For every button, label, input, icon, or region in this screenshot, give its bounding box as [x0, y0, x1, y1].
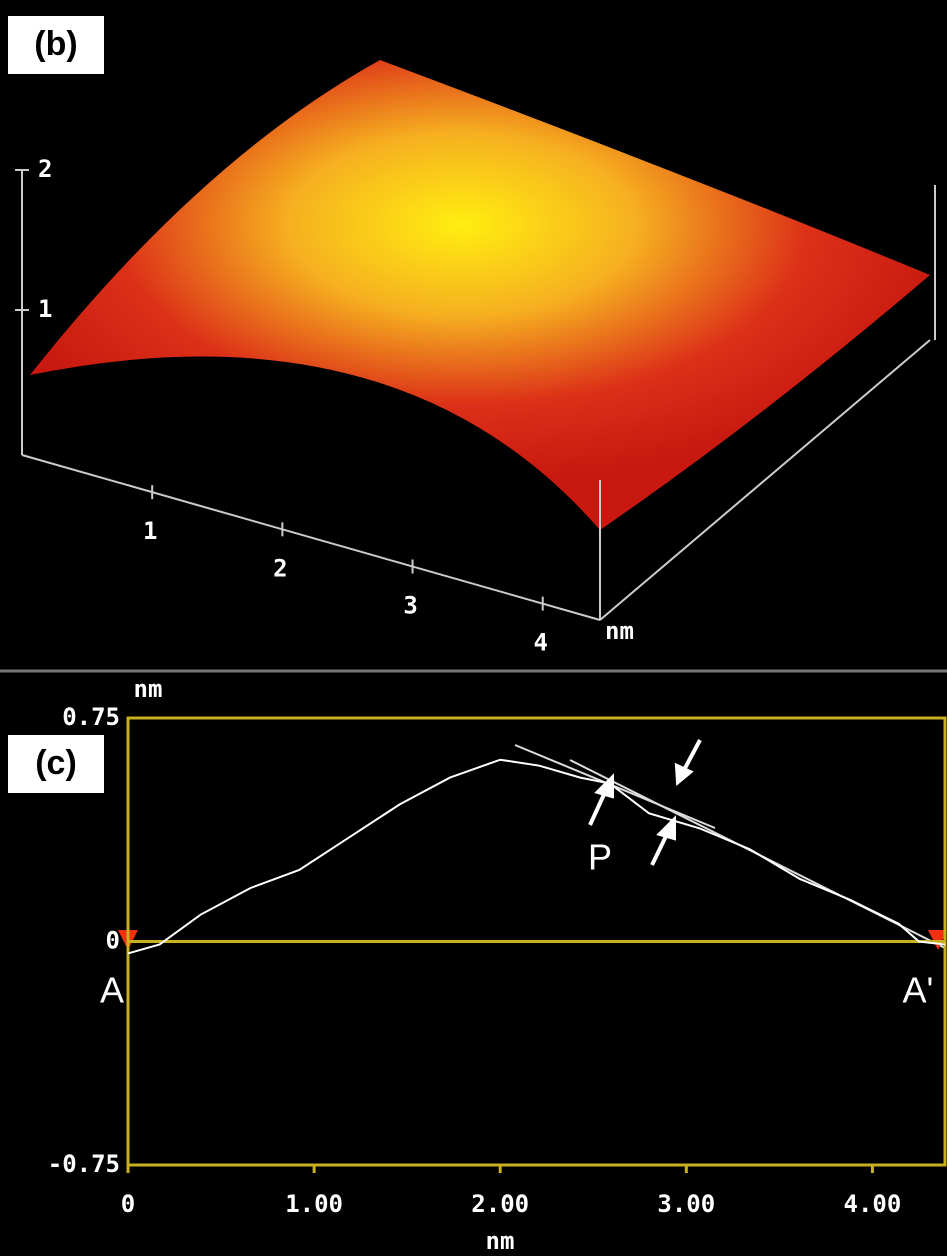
- x-tick-label: 2: [273, 554, 287, 582]
- y-tick-label: 0.75: [62, 703, 120, 731]
- panel-label: (c): [35, 744, 77, 782]
- x-tick-label: 2.00: [471, 1190, 529, 1218]
- x-label: nm: [486, 1227, 515, 1255]
- z-tick-label: 2: [38, 155, 52, 183]
- x-tick-label: 1: [143, 517, 157, 545]
- panel-label: (b): [34, 25, 77, 63]
- x-tick-label: 3.00: [657, 1190, 715, 1218]
- annotation: P: [588, 837, 612, 878]
- y-label: nm: [134, 675, 163, 703]
- y-tick-label: 0: [106, 927, 120, 955]
- x-unit: nm: [605, 617, 634, 645]
- figure: (b) nm (c) nm nm P A A' 123412-0.7500.75…: [0, 0, 947, 1256]
- x-tick-label: 4: [533, 629, 547, 657]
- annotation: A: [100, 970, 124, 1011]
- x-tick-label: 4.00: [844, 1190, 902, 1218]
- x-tick-label: 1.00: [285, 1190, 343, 1218]
- x-tick-label: 0: [121, 1190, 135, 1218]
- annotation: A': [903, 970, 934, 1011]
- z-tick-label: 1: [38, 295, 52, 323]
- y-tick-label: -0.75: [48, 1150, 120, 1178]
- x-tick-label: 3: [403, 591, 417, 619]
